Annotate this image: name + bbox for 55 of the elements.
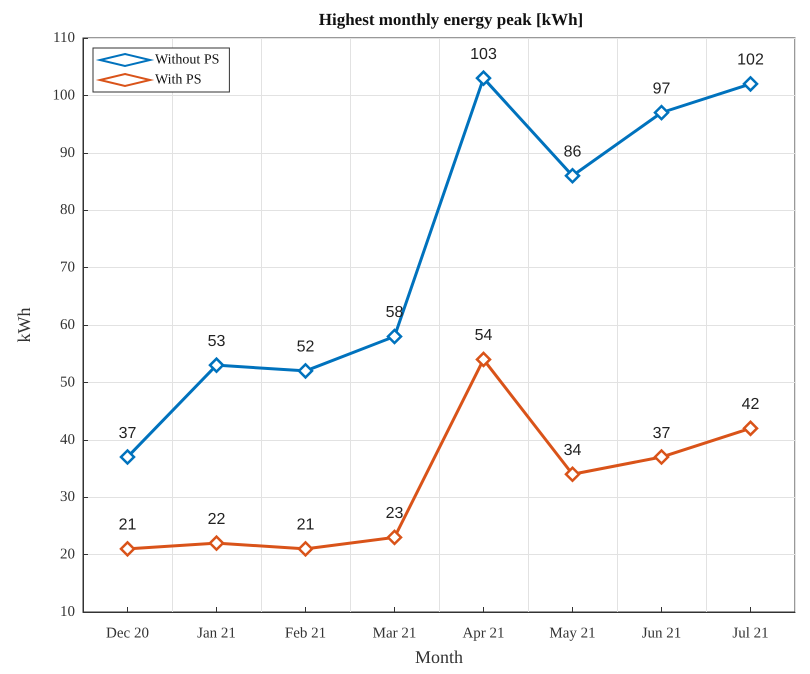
data-label: 37 <box>652 424 670 442</box>
point <box>476 70 492 86</box>
x-axis-title: Month <box>414 647 464 667</box>
x-tick-label: Dec 20 <box>106 626 149 642</box>
data-label: 86 <box>564 144 582 161</box>
point <box>120 449 136 465</box>
x-tick-label: Jun 21 <box>642 626 682 642</box>
x-tick-label: Feb 21 <box>284 626 326 642</box>
data-label: 37 <box>118 424 136 442</box>
data-label: 52 <box>296 338 314 356</box>
data-label: 102 <box>737 52 764 69</box>
point <box>742 76 758 92</box>
x-tick-label: May 21 <box>549 626 596 642</box>
point <box>386 328 402 344</box>
data-label: 23 <box>386 505 404 522</box>
x-tick-label: Jul 21 <box>732 626 769 642</box>
point <box>654 104 670 120</box>
point <box>208 357 224 373</box>
data-label: 97 <box>652 80 670 98</box>
y-tick-label: 10 <box>60 604 75 620</box>
y-tick-label: 90 <box>60 144 75 161</box>
data-label: 21 <box>118 516 136 534</box>
data-label: 21 <box>296 516 314 534</box>
x-tick-label: Apr 21 <box>462 626 505 642</box>
y-tick-label: 40 <box>60 432 75 448</box>
legend-label: Without PS <box>155 52 220 68</box>
y-tick-label: 70 <box>60 260 75 276</box>
point <box>298 541 314 557</box>
y-tick-label: 110 <box>53 30 75 46</box>
y-tick-label: 60 <box>60 317 75 333</box>
legend-label: With PS <box>155 72 202 88</box>
data-label: 42 <box>742 396 760 414</box>
data-label: 22 <box>208 510 226 528</box>
y-tick-label: 50 <box>60 374 75 390</box>
point <box>386 530 402 546</box>
y-tick-label: 80 <box>60 202 75 218</box>
point <box>298 363 314 379</box>
x-tick-label: Mar 21 <box>372 626 416 642</box>
y-tick-label: 100 <box>52 87 75 104</box>
chart-title: Highest monthly energy peak [kWh] <box>318 10 584 29</box>
point <box>564 466 580 482</box>
y-tick-label: 30 <box>60 489 75 506</box>
point <box>564 168 580 184</box>
y-axis-title: kWh <box>14 308 34 342</box>
data-label: 34 <box>564 442 582 459</box>
data-label: 103 <box>470 46 497 63</box>
y-tick-label: 20 <box>60 546 75 563</box>
data-label: 54 <box>474 327 492 344</box>
point <box>476 352 492 368</box>
point <box>742 420 758 436</box>
data-label: 53 <box>208 332 226 350</box>
point <box>208 535 224 551</box>
point <box>654 449 670 465</box>
x-tick-label: Jan 21 <box>197 626 236 642</box>
point <box>120 541 136 557</box>
